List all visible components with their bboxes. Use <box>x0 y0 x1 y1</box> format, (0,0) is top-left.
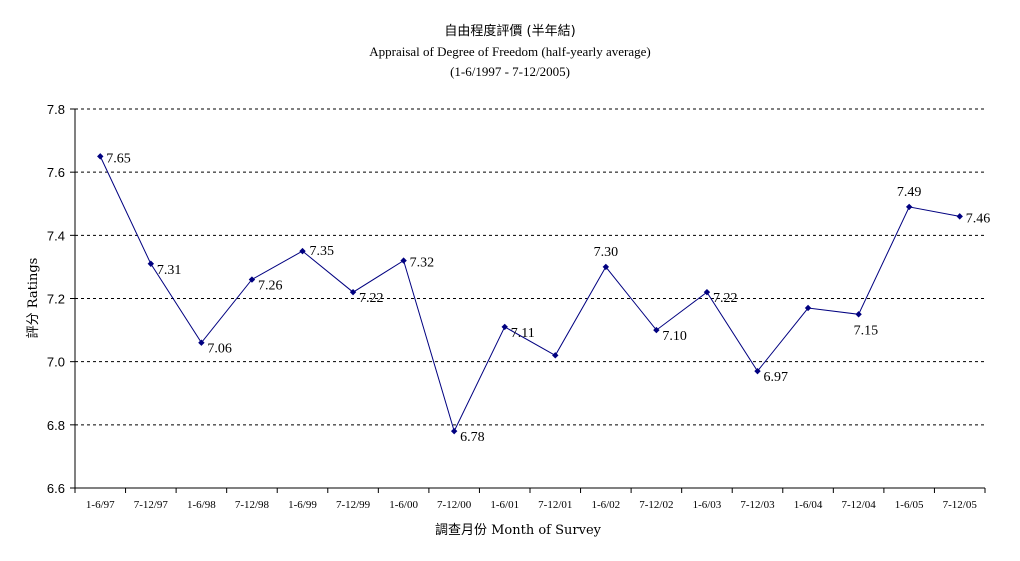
data-point <box>703 288 711 296</box>
chart-period: (1-6/1997 - 7-12/2005) <box>450 64 570 79</box>
y-tick-label: 7.8 <box>47 102 65 117</box>
x-tick-labels: 1-6/97 7-12/97 1-6/98 7-12/98 1-6/99 7-12/99 1… <box>86 499 977 511</box>
data-label: 7.10 <box>662 329 687 344</box>
x-tick-label: 1-6/05 <box>895 499 924 511</box>
data-point <box>905 203 913 211</box>
x-tick-label: 7-12/05 <box>943 499 978 511</box>
y-tick-label: 7.0 <box>47 355 65 370</box>
y-tick-label: 7.6 <box>47 165 65 180</box>
data-point <box>198 339 205 346</box>
axes <box>70 108 986 493</box>
data-label: 7.46 <box>966 211 991 226</box>
y-tick-label: 6.6 <box>47 481 65 496</box>
data-point <box>299 247 306 255</box>
data-label: 7.11 <box>511 326 535 341</box>
data-labels: 7.65 7.31 7.06 7.26 7.35 7.22 7.32 6.78 7.11 7.30… <box>106 151 990 445</box>
y-tick-label: 7.4 <box>47 228 65 243</box>
x-axis-title: 調查月份 Month of Survey <box>435 523 602 538</box>
data-point <box>450 427 458 435</box>
x-tick-label: 1-6/01 <box>490 499 519 511</box>
y-tick-label: 7.2 <box>47 292 65 307</box>
data-label: 6.97 <box>764 370 789 385</box>
x-tick-label: 7-12/04 <box>841 499 876 511</box>
data-label: 7.32 <box>410 256 435 271</box>
data-point <box>956 213 963 220</box>
x-tick-label: 1-6/04 <box>794 499 823 511</box>
x-tick-label: 7-12/98 <box>235 499 270 511</box>
data-point <box>349 288 357 296</box>
data-label: 7.22 <box>713 291 738 306</box>
data-point <box>400 257 407 264</box>
x-tick-label: 1-6/02 <box>591 499 620 511</box>
data-label: 7.26 <box>258 279 283 294</box>
x-tick-label: 1-6/99 <box>288 499 317 511</box>
data-label: 7.30 <box>594 245 619 260</box>
x-tick-label: 7-12/00 <box>437 499 472 511</box>
data-label: 6.78 <box>460 430 485 445</box>
y-axis-title: 評分 Ratings <box>26 258 41 339</box>
data-point <box>147 260 155 267</box>
data-label: 7.31 <box>157 263 182 278</box>
data-point <box>602 263 610 271</box>
x-tick-label: 1-6/97 <box>86 499 115 511</box>
data-markers <box>97 153 963 435</box>
x-tick-label: 7-12/99 <box>336 499 371 511</box>
x-tick-label: 7-12/01 <box>538 499 572 511</box>
data-label: 7.35 <box>310 244 335 259</box>
y-tick-labels: 6.6 6.8 7.0 7.2 7.4 7.6 7.8 <box>47 102 65 496</box>
data-point <box>501 323 508 331</box>
x-tick-label: 1-6/98 <box>187 499 216 511</box>
chart-title: 自由程度評價 (半年結) <box>444 24 576 39</box>
data-point <box>248 276 256 283</box>
data-label: 7.06 <box>207 342 232 357</box>
x-tick-label: 7-12/02 <box>639 499 673 511</box>
data-point <box>552 352 559 359</box>
data-label: 7.65 <box>106 151 130 166</box>
x-tick-label: 7-12/97 <box>134 499 169 511</box>
x-tick-label: 1-6/00 <box>389 499 418 511</box>
data-label: 7.49 <box>897 185 922 200</box>
data-point <box>855 311 862 318</box>
x-tick-label: 7-12/03 <box>740 499 775 511</box>
data-point <box>653 326 660 334</box>
data-label: 7.15 <box>854 323 879 338</box>
gridlines <box>75 108 985 426</box>
series-line <box>99 156 960 433</box>
data-point <box>97 153 104 160</box>
x-tick-label: 1-6/03 <box>693 499 722 511</box>
y-tick-label: 6.8 <box>47 418 65 433</box>
data-point <box>804 304 812 312</box>
data-point <box>754 367 761 375</box>
chart-subtitle: Appraisal of Degree of Freedom (half-yea… <box>369 44 651 59</box>
data-label: 7.22 <box>359 291 384 306</box>
chart-titles: 自由程度評價 (半年結) Appraisal of Degree of Free… <box>0 22 1020 82</box>
